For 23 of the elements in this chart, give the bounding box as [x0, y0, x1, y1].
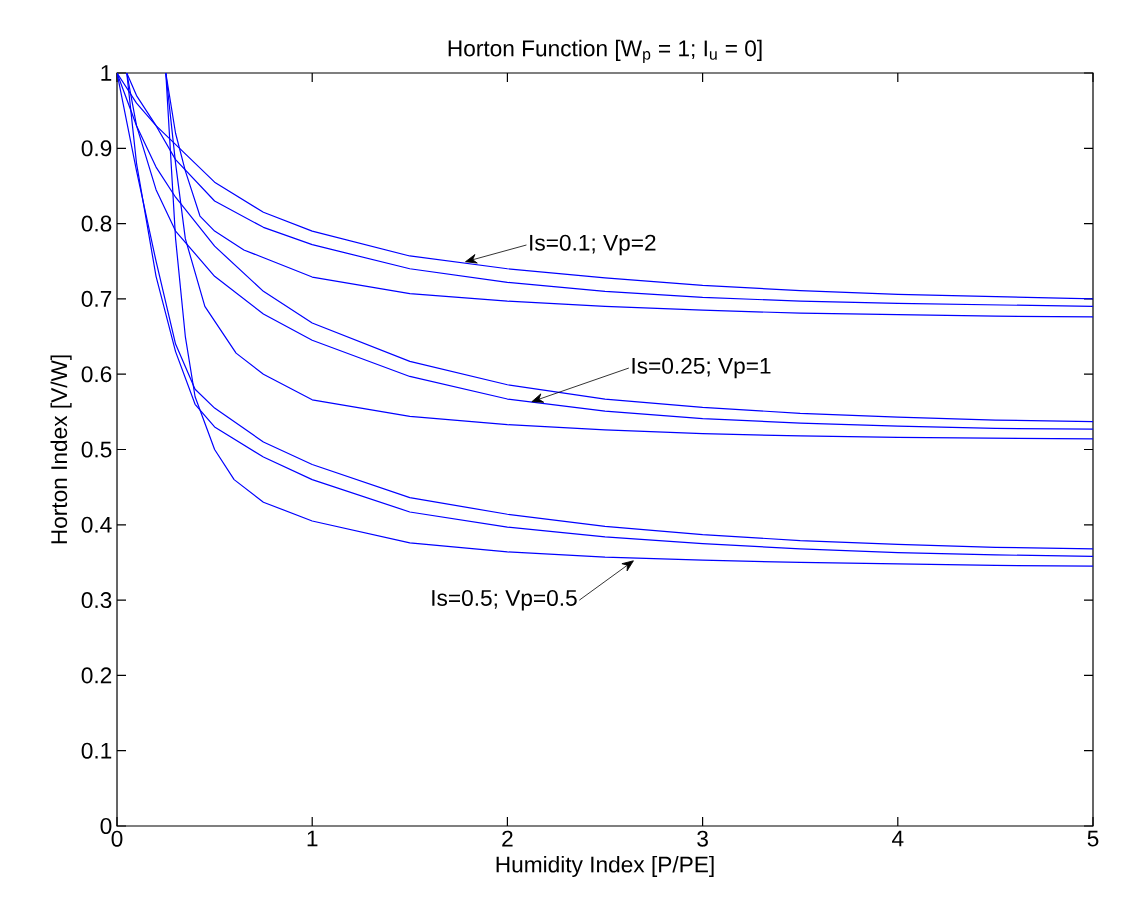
y-tick-label: 0.5 — [81, 441, 112, 458]
annotation: Is=0.5; Vp=0.5 — [432, 589, 577, 611]
y-tick-label: 0.6 — [81, 366, 112, 383]
y-tick-label: 0.8 — [81, 215, 112, 232]
y-tick-label: 0 — [100, 817, 112, 835]
y-tick-label: 1 — [101, 65, 112, 81]
x-tick-label: 5 — [1087, 830, 1099, 847]
y-axis-title: Horton Index [V/W] — [50, 355, 72, 544]
x-tick-label: 1 — [307, 830, 318, 847]
x-tick-label: 0 — [111, 830, 123, 847]
x-tick-label: 3 — [697, 830, 708, 847]
x-tick-label: 2 — [502, 830, 513, 847]
y-tick-label: 0.3 — [81, 592, 112, 609]
x-axis-title: Humidity Index [P/PE] — [496, 855, 714, 878]
x-tick-label: 4 — [892, 830, 904, 847]
y-tick-label: 0.9 — [81, 140, 112, 157]
annotation: Is=0.1; Vp=2 — [530, 234, 656, 256]
annotation: Is=0.25; Vp=1 — [632, 357, 771, 379]
chart-title: Horton Function [W$_{p}$ = 1; I$_{u}$ = 0] — [448, 39, 762, 63]
y-tick-label: 0.2 — [81, 667, 112, 684]
y-tick-label: 0.4 — [81, 516, 112, 533]
y-tick-label: 0.1 — [81, 742, 112, 759]
y-tick-label: 0.7 — [81, 290, 112, 307]
